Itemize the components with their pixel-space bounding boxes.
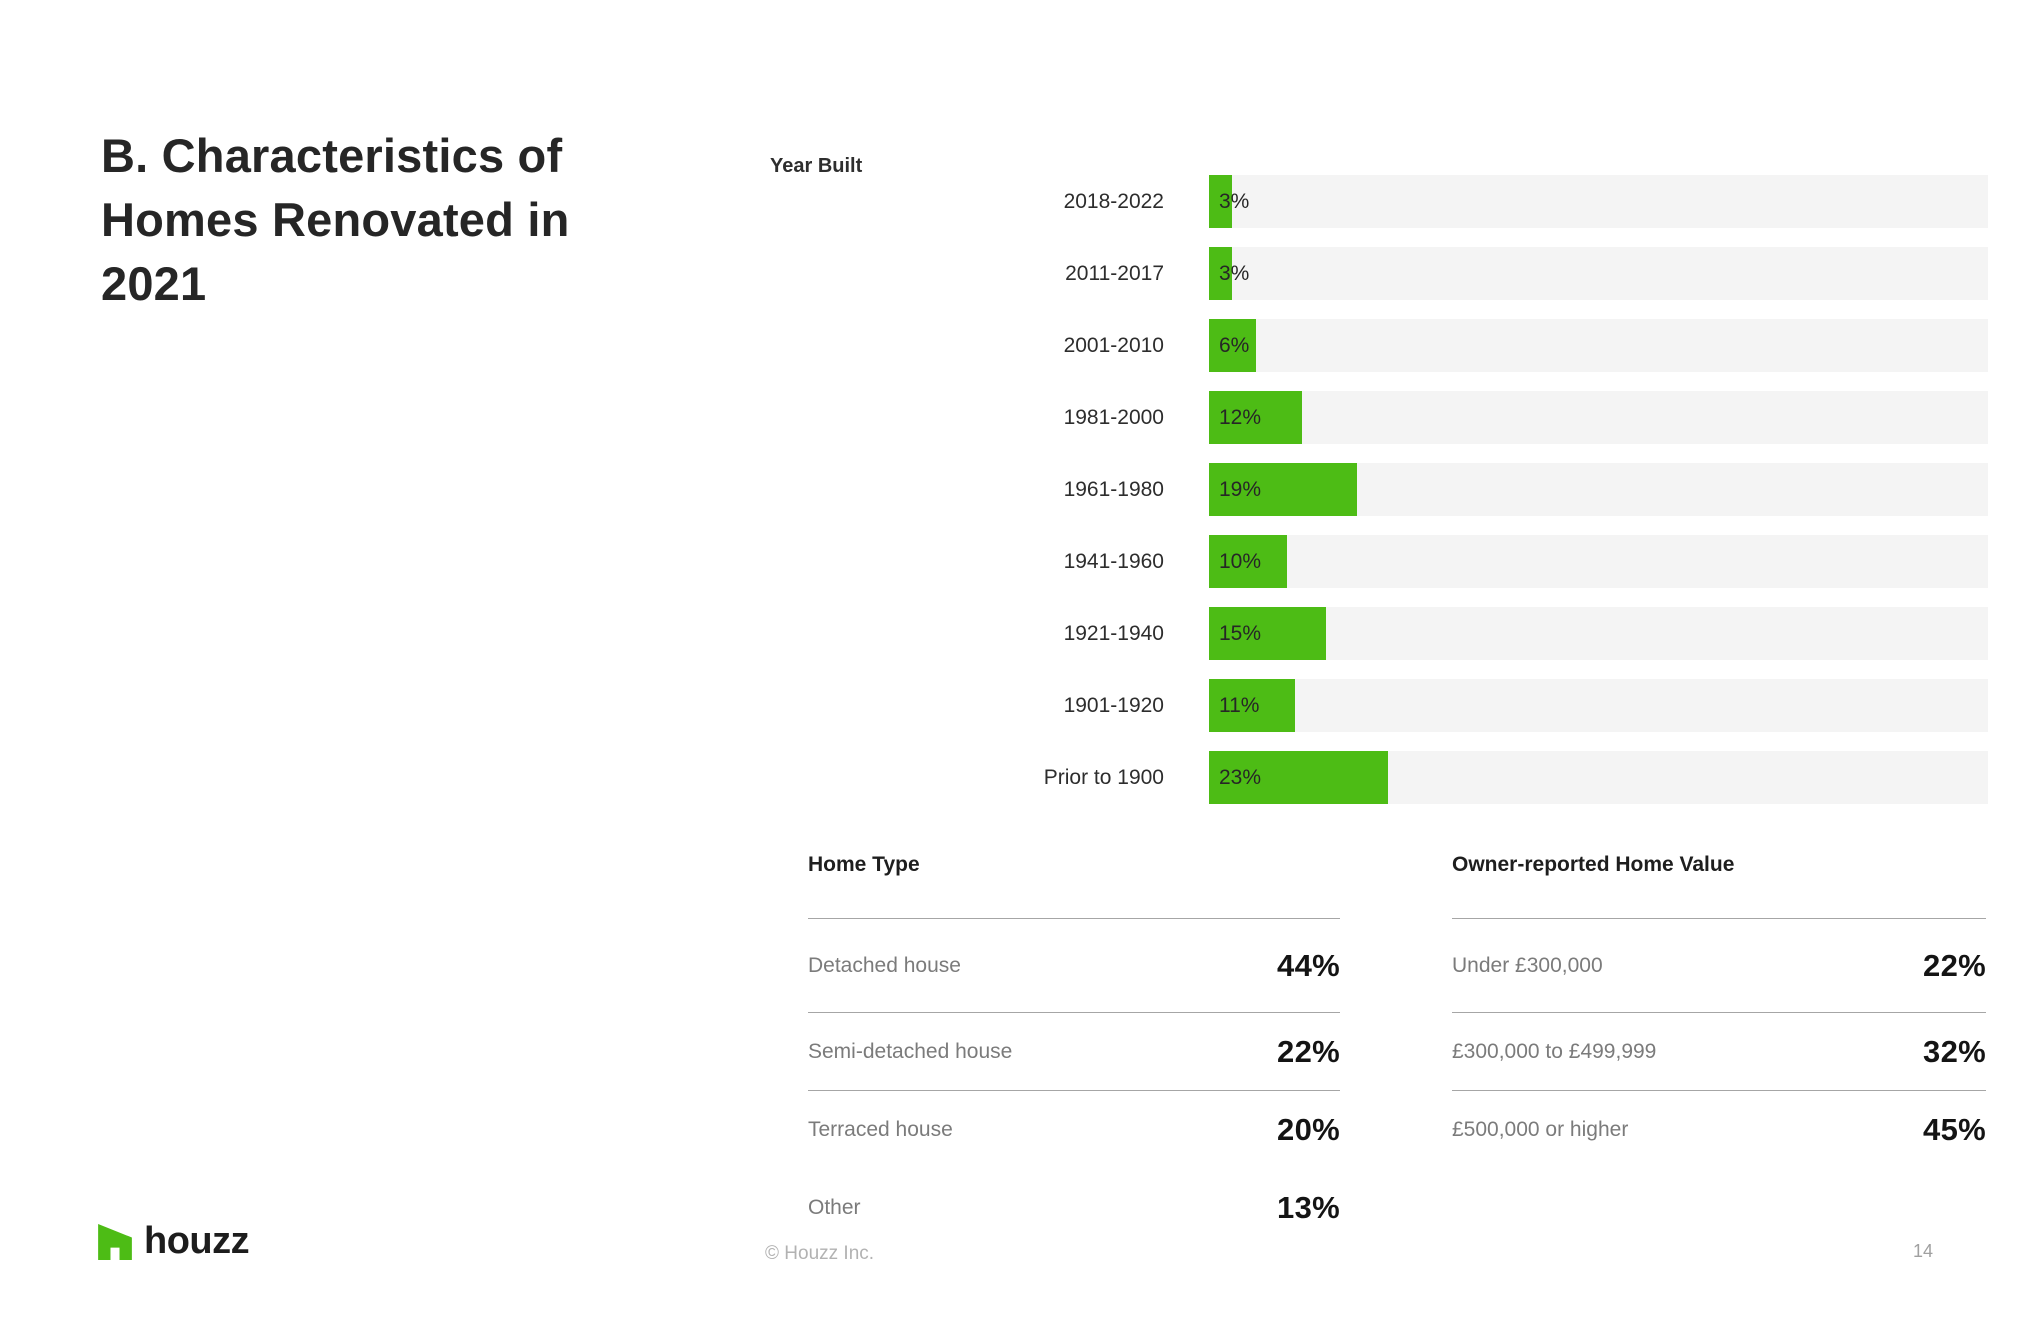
chart-bar: [1209, 247, 1233, 300]
table-row-label: Other: [808, 1196, 861, 1219]
chart-row: 2001-2010 6%: [900, 319, 1988, 372]
table-row-value: 45%: [1923, 1112, 1986, 1147]
table-row-value: 44%: [1277, 947, 1340, 983]
page-title: B. Characteristics of Homes Renovated in…: [101, 129, 570, 311]
chart-row: 2011-2017 3%: [900, 247, 1988, 300]
chart-spacer: [1164, 391, 1209, 444]
chart-row: 1921-1940 15%: [900, 607, 1988, 660]
chart-spacer: [1164, 247, 1209, 300]
table-row: Under £300,000 22%: [1452, 919, 1986, 1013]
chart-bar: [1209, 391, 1303, 444]
chart-spacer: [1164, 463, 1209, 516]
chart-spacer: [1164, 535, 1209, 588]
table-row-label: £300,000 to £499,999: [1452, 1039, 1657, 1063]
table-row: Other 13%: [808, 1169, 1340, 1247]
stats-table: Home Type Detached house 44% Semi-detached…: [808, 848, 1340, 1247]
chart-spacer: [1164, 607, 1209, 660]
chart-bar-track: 19%: [1209, 463, 1988, 516]
chart-bar: [1209, 319, 1256, 372]
chart-category-label: 2018-2022: [1063, 190, 1164, 213]
copyright-text: © Houzz Inc.: [765, 1243, 875, 1264]
table-row-label: £500,000 or higher: [1452, 1118, 1629, 1141]
chart-row: 2018-2022 3%: [900, 175, 1988, 228]
table-row: Detached house 44%: [808, 919, 1340, 1013]
houzz-logo: houzz: [98, 1220, 250, 1262]
chart-bar-value: 15%: [1219, 622, 1262, 645]
chart-row: Prior to 1900 23%: [900, 751, 1988, 804]
table-row-label: Semi-detached house: [808, 1039, 1013, 1063]
chart-title: Year Built: [770, 155, 863, 177]
chart-bar-value: 19%: [1219, 478, 1262, 501]
chart-bar-value: 3%: [1219, 262, 1250, 285]
houzz-wordmark: houzz: [144, 1220, 250, 1262]
table-row: Semi-detached house 22%: [808, 1013, 1340, 1091]
chart-bar: [1209, 175, 1233, 228]
chart-row: 1941-1960 10%: [900, 535, 1988, 588]
chart-bar-value: 12%: [1219, 406, 1262, 429]
table-row-value: 22%: [1923, 947, 1986, 983]
chart-bar: [1209, 607, 1326, 660]
chart-category-label: 1921-1940: [1063, 622, 1164, 645]
chart-category-label: 2001-2010: [1063, 334, 1164, 357]
chart-bar-track: 6%: [1209, 319, 1988, 372]
chart-bar-track: 10%: [1209, 535, 1988, 588]
chart-category-label: Prior to 1900: [1043, 766, 1164, 789]
table-title: Owner-reported Home Value: [1452, 848, 1986, 919]
table-row-value: 32%: [1923, 1033, 1986, 1069]
chart-bar-value: 11%: [1219, 694, 1260, 717]
chart-category-label: 1961-1980: [1063, 478, 1164, 501]
chart-bar-track: 3%: [1209, 175, 1988, 228]
chart-bar-value: 3%: [1219, 190, 1250, 213]
chart-spacer: [1164, 751, 1209, 804]
chart-category-label: 1981-2000: [1063, 406, 1164, 429]
houzz-house-icon: [98, 1224, 132, 1260]
chart-bar: [1209, 535, 1287, 588]
chart-row: 1901-1920 11%: [900, 679, 1988, 732]
table-row: £500,000 or higher 45%: [1452, 1091, 1986, 1169]
chart-bar-value: 6%: [1219, 334, 1250, 357]
chart-bar-track: 12%: [1209, 391, 1988, 444]
chart-spacer: [1164, 319, 1209, 372]
table-row-label: Under £300,000: [1452, 953, 1603, 977]
chart-bar: [1209, 751, 1389, 804]
table-title: Home Type: [808, 848, 1340, 919]
table-row-value: 22%: [1277, 1033, 1340, 1069]
chart-bar-value: 23%: [1219, 766, 1262, 789]
table-row-label: Detached house: [808, 953, 961, 977]
chart-bar-value: 10%: [1219, 550, 1262, 573]
chart-category-label: 1941-1960: [1063, 550, 1164, 573]
chart-row: 1981-2000 12%: [900, 391, 1988, 444]
page-number: 14: [1913, 1241, 1934, 1261]
table-row-label: Terraced house: [808, 1118, 953, 1141]
chart-bar-track: 15%: [1209, 607, 1988, 660]
chart-bar: [1209, 463, 1357, 516]
chart-row: 1961-1980 19%: [900, 463, 1988, 516]
chart-bar: [1209, 679, 1295, 732]
table-row-value: 20%: [1277, 1112, 1340, 1147]
chart-bar-track: 11%: [1209, 679, 1988, 732]
chart-category-label: 1901-1920: [1063, 694, 1164, 717]
table-row-value: 13%: [1277, 1190, 1340, 1225]
table-row: £300,000 to £499,999 32%: [1452, 1013, 1986, 1091]
chart-spacer: [1164, 679, 1209, 732]
year-built-chart: 2018-2022 3% 2011-2017 3% 2001-2010 6% 1981-20…: [900, 175, 1988, 823]
table-row: Terraced house 20%: [808, 1091, 1340, 1169]
chart-bar-track: 3%: [1209, 247, 1988, 300]
chart-bar-track: 23%: [1209, 751, 1988, 804]
chart-category-label: 2011-2017: [1065, 262, 1164, 285]
chart-spacer: [1164, 175, 1209, 228]
stats-table: Owner-reported Home Value Under £300,000…: [1452, 848, 1986, 1169]
